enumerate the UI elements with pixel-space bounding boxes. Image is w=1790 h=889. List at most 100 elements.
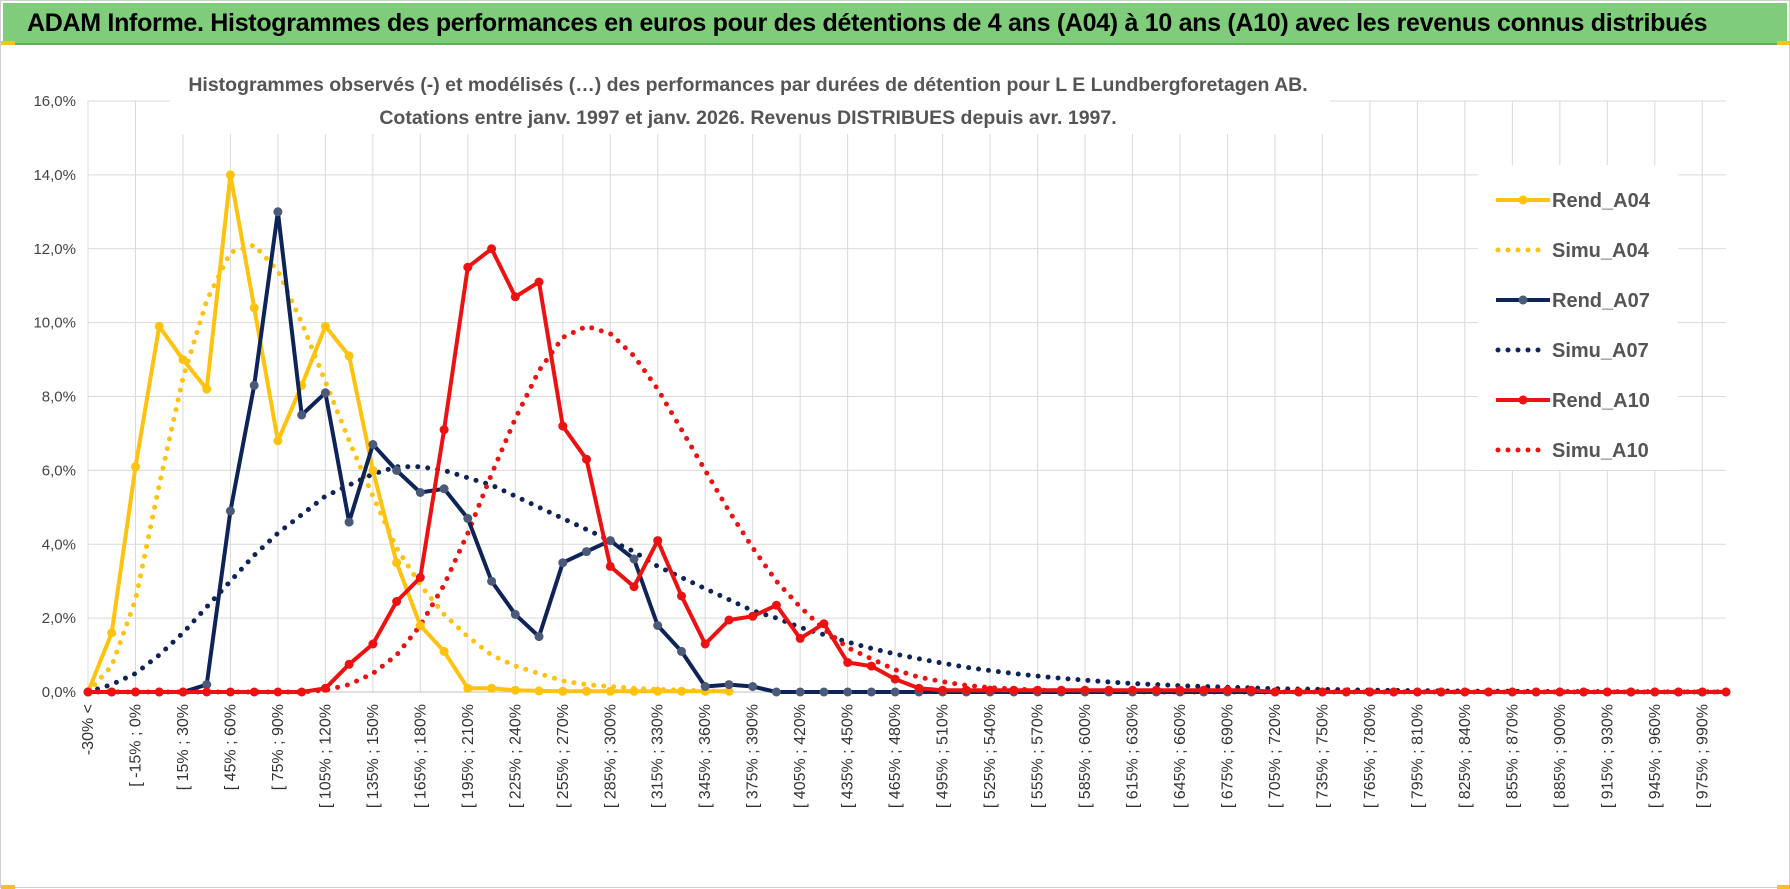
x-tick-label: [ 825% ; 840% (1457, 704, 1474, 808)
data-point-Rend_A04 (320, 321, 330, 331)
x-tick-label: [ 255% ; 270% (555, 704, 572, 808)
x-tick-label: [ 615% ; 630% (1125, 704, 1142, 808)
x-tick-label: [ 315% ; 330% (650, 704, 667, 808)
x-tick-label: [ 165% ; 180% (412, 704, 429, 808)
data-point-Rend_A10 (938, 685, 948, 695)
data-point-Rend_A10 (392, 597, 402, 606)
x-tick-label: [ 945% ; 960% (1647, 704, 1664, 808)
x-tick-label: [ 225% ; 240% (507, 704, 524, 808)
legend-label: Rend_A07 (1552, 290, 1650, 312)
chart-title-line2: Cotations entre janv. 1997 et janv. 2026… (379, 107, 1116, 129)
data-point-Rend_A10 (1579, 687, 1589, 697)
data-point-Rend_A10 (1341, 687, 1351, 697)
data-point-Rend_A10 (1531, 687, 1541, 697)
data-point-Rend_A04 (415, 621, 425, 630)
data-point-Rend_A07 (368, 440, 378, 449)
data-point-Rend_A10 (1056, 685, 1066, 695)
data-point-Rend_A04 (653, 686, 663, 696)
series-line-Simu_A04 (85, 242, 732, 695)
data-point-Rend_A10 (510, 292, 520, 302)
data-point-Rend_A04 (534, 686, 544, 696)
chart-title-background (170, 66, 1330, 134)
data-point-Rend_A10 (1199, 685, 1209, 695)
x-tick-label: -30% < (80, 704, 97, 755)
data-point-Rend_A10 (1175, 685, 1185, 695)
data-point-Rend_A07 (392, 465, 402, 475)
data-point-Rend_A04 (273, 436, 283, 446)
data-point-Rend_A07 (890, 687, 900, 697)
x-tick-label: [ 135% ; 150% (365, 704, 382, 808)
data-point-Rend_A10 (107, 687, 117, 697)
x-tick-label: [ 195% ; 210% (460, 704, 477, 808)
data-point-Rend_A04 (178, 355, 188, 365)
x-tick-label: [ 885% ; 900% (1552, 704, 1569, 808)
data-point-Rend_A10 (1602, 687, 1612, 697)
corner-mark-bottom-left (1, 885, 15, 889)
data-point-Rend_A10 (771, 600, 781, 610)
data-point-Rend_A07 (795, 687, 805, 697)
series-Simu_A04 (85, 242, 732, 695)
series-line-Simu_A07 (85, 464, 1729, 695)
y-tick-label: 10,0% (33, 315, 76, 332)
data-point-Rend_A10 (439, 425, 449, 435)
data-point-Rend_A07 (843, 687, 853, 697)
data-point-Rend_A04 (582, 686, 591, 696)
legend-item-Simu_A10: Simu_A10 (1495, 440, 1649, 462)
y-tick-label: 8,0% (42, 389, 76, 406)
data-point-Rend_A10 (320, 683, 330, 693)
y-axis-ticks: 0,0% 2,0% 4,0% 6,0% 8,0% 10,0% 12,0% 14,0% 16,0% (33, 93, 76, 701)
data-point-Rend_A10 (1009, 685, 1019, 695)
data-point-Rend_A07 (225, 506, 235, 516)
data-point-Rend_A10 (677, 591, 686, 601)
data-point-Rend_A07 (819, 687, 829, 697)
data-point-Rend_A10 (1484, 687, 1494, 697)
x-tick-label: [ 465% ; 480% (887, 704, 904, 808)
data-point-Rend_A07 (463, 513, 473, 523)
data-point-Rend_A10 (629, 582, 639, 592)
data-point-Rend_A04 (131, 462, 140, 472)
data-point-Rend_A07 (273, 207, 283, 217)
y-tick-label: 2,0% (42, 610, 76, 627)
series-line-Rend_A10 (88, 246, 1726, 694)
corner-mark-right (1777, 41, 1790, 45)
x-tick-label: [ 75% ; 90% (270, 704, 287, 790)
y-tick-label: 12,0% (33, 241, 76, 258)
data-point-Rend_A04 (724, 686, 734, 696)
data-point-Rend_A07 (605, 536, 615, 546)
data-point-Rend_A10 (368, 639, 378, 649)
x-tick-label: [ 915% ; 930% (1599, 704, 1616, 808)
data-point-Rend_A10 (1317, 687, 1327, 697)
y-tick-label: 0,0% (42, 684, 76, 701)
legend-item-Rend_A04: Rend_A04 (1496, 190, 1651, 212)
legend-item-Simu_A07: Simu_A07 (1495, 340, 1649, 362)
data-point-Rend_A10 (1151, 685, 1161, 695)
legend-label: Simu_A07 (1552, 340, 1649, 362)
legend-item-Simu_A04: Simu_A04 (1495, 240, 1650, 262)
data-point-Rend_A04 (510, 685, 520, 695)
data-point-Rend_A10 (1223, 685, 1232, 695)
data-point-Rend_A10 (843, 658, 853, 667)
x-tick-label: [ -15% ; 0% (127, 704, 144, 787)
data-point-Rend_A07 (771, 687, 781, 697)
data-point-Rend_A07 (582, 547, 591, 557)
x-tick-label: [ 765% ; 780% (1362, 704, 1379, 808)
data-point-Rend_A04 (487, 683, 497, 693)
x-tick-label: [ 495% ; 510% (935, 704, 952, 808)
series-Rend_A04 (83, 170, 734, 697)
data-point-Rend_A10 (1246, 685, 1256, 695)
data-point-Rend_A07 (558, 558, 568, 568)
x-tick-label: [ 525% ; 540% (982, 704, 999, 808)
legend-item-Rend_A07: Rend_A07 (1496, 290, 1650, 312)
data-point-Rend_A04 (605, 686, 615, 696)
page-title: ADAM Informe. Histogrammes des performan… (27, 9, 1708, 37)
x-tick-label: [ 405% ; 420% (792, 704, 809, 808)
data-point-Rend_A10 (273, 687, 283, 697)
data-point-Rend_A07 (415, 488, 425, 497)
data-point-Rend_A10 (202, 687, 212, 697)
data-point-Rend_A04 (439, 646, 449, 656)
legend-marker (1518, 295, 1528, 305)
data-point-Rend_A10 (866, 661, 876, 671)
x-tick-label: [ 675% ; 690% (1219, 704, 1236, 808)
y-tick-label: 4,0% (42, 536, 76, 553)
